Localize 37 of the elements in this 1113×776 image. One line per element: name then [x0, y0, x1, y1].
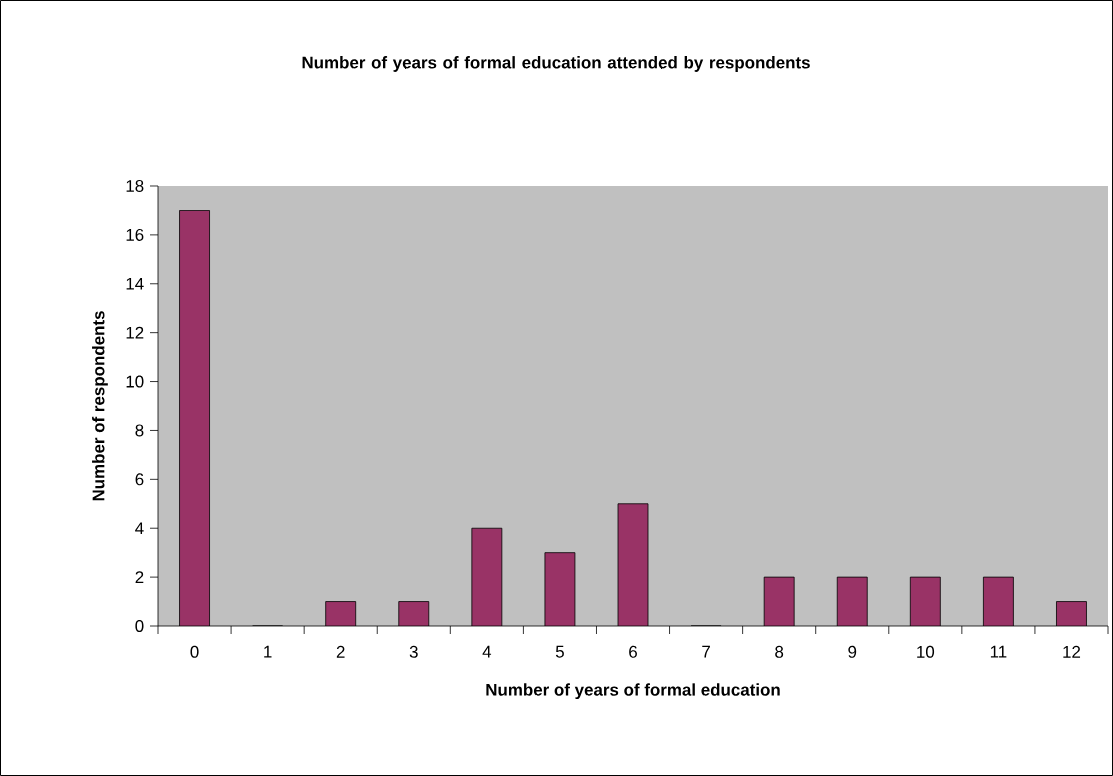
bar — [910, 577, 941, 626]
x-tick-label: 5 — [555, 645, 564, 658]
chart-title: Number of years of formal education attended by respondents — [302, 56, 810, 72]
y-tick-label: 6 — [135, 473, 144, 486]
bar — [1056, 601, 1087, 626]
y-tick-label: 0 — [135, 620, 144, 632]
x-tick-label: 0 — [190, 645, 199, 658]
x-tick-label: 7 — [702, 645, 710, 658]
x-tick-label: 11 — [990, 645, 1007, 658]
bar — [471, 528, 502, 626]
x-tick-label: 1 — [264, 645, 272, 658]
y-tick-label: 16 — [126, 228, 144, 241]
bar — [544, 552, 575, 626]
x-tick-label: 2 — [336, 645, 345, 658]
y-tick-label: 14 — [126, 277, 144, 290]
bar — [398, 601, 429, 626]
bar — [764, 577, 795, 626]
y-tick-label: 4 — [135, 522, 144, 535]
bar — [618, 503, 649, 626]
x-tick-label: 8 — [775, 645, 784, 658]
x-tick-label: 10 — [917, 645, 935, 658]
x-tick-label: 6 — [629, 645, 637, 658]
bar — [837, 577, 868, 626]
x-axis-title: Number of years of formal education — [486, 683, 780, 700]
x-tick-label: 3 — [409, 645, 418, 658]
bar — [983, 577, 1014, 626]
bar — [325, 601, 356, 626]
bar — [179, 210, 210, 626]
y-tick-label: 8 — [135, 424, 144, 437]
y-tick-label: 18 — [126, 180, 144, 192]
x-tick-label: 9 — [848, 645, 857, 658]
y-tick-label: 2 — [135, 571, 144, 584]
y-tick-label: 12 — [126, 326, 144, 339]
x-tick-label: 4 — [482, 645, 492, 658]
y-axis-title: Number of respondents — [92, 311, 108, 501]
x-tick-label: 12 — [1063, 645, 1081, 658]
y-tick-label: 10 — [126, 375, 144, 388]
